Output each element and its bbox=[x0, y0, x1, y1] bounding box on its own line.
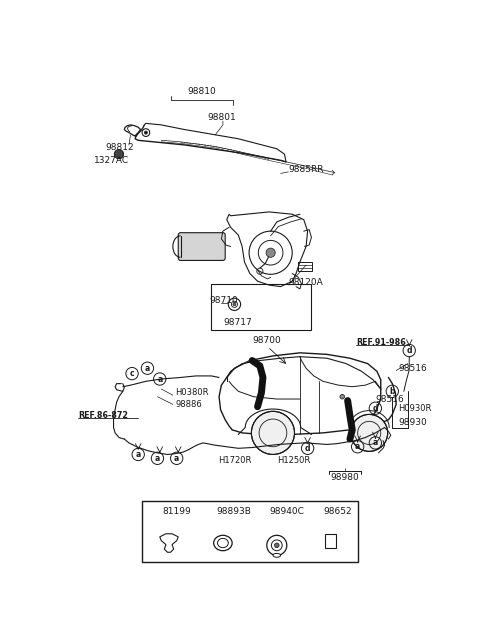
Text: 98120A: 98120A bbox=[288, 278, 323, 287]
Text: 98700: 98700 bbox=[252, 336, 281, 345]
Text: c: c bbox=[130, 369, 134, 378]
Text: 98717: 98717 bbox=[223, 318, 252, 327]
Circle shape bbox=[114, 150, 123, 159]
Bar bbox=[299, 262, 312, 271]
Text: REF.86-872: REF.86-872 bbox=[78, 412, 128, 421]
Text: a: a bbox=[150, 507, 156, 516]
Circle shape bbox=[266, 248, 275, 257]
Text: c: c bbox=[258, 507, 263, 516]
Text: 98652: 98652 bbox=[324, 507, 352, 516]
FancyBboxPatch shape bbox=[178, 233, 225, 260]
Circle shape bbox=[233, 303, 236, 306]
Text: d: d bbox=[312, 507, 317, 516]
Text: 98893B: 98893B bbox=[216, 507, 251, 516]
Circle shape bbox=[142, 129, 150, 136]
Text: 98516: 98516 bbox=[398, 364, 427, 373]
Text: b: b bbox=[390, 387, 395, 396]
Bar bbox=[142, 501, 358, 562]
Text: a: a bbox=[135, 450, 141, 459]
Text: 9885RR: 9885RR bbox=[288, 165, 324, 174]
Ellipse shape bbox=[217, 538, 228, 548]
Circle shape bbox=[144, 131, 147, 134]
Text: H1720R: H1720R bbox=[218, 456, 251, 465]
Bar bbox=[325, 534, 336, 548]
Text: H0930R: H0930R bbox=[398, 404, 432, 413]
Text: 98516: 98516 bbox=[375, 395, 404, 404]
Text: a: a bbox=[145, 364, 150, 373]
Text: 98980: 98980 bbox=[330, 473, 359, 482]
Text: b: b bbox=[204, 507, 209, 516]
Text: d: d bbox=[305, 444, 311, 453]
Text: 98886: 98886 bbox=[175, 400, 202, 409]
Circle shape bbox=[340, 394, 345, 399]
Text: 98930: 98930 bbox=[398, 417, 427, 426]
Text: REF.91-986: REF.91-986 bbox=[356, 338, 406, 347]
Text: d: d bbox=[372, 404, 378, 413]
Text: 98710: 98710 bbox=[209, 296, 238, 305]
Circle shape bbox=[252, 412, 295, 455]
Text: 98812: 98812 bbox=[106, 143, 134, 152]
Text: 98810: 98810 bbox=[188, 87, 216, 96]
Text: 81199: 81199 bbox=[162, 507, 191, 516]
Text: a: a bbox=[157, 374, 162, 383]
Circle shape bbox=[267, 536, 287, 556]
Text: H1250R: H1250R bbox=[277, 456, 311, 465]
Text: d: d bbox=[407, 346, 412, 355]
Text: a: a bbox=[373, 439, 378, 448]
Text: a: a bbox=[355, 442, 360, 451]
Text: 98801: 98801 bbox=[207, 113, 236, 122]
Text: a: a bbox=[155, 454, 160, 463]
Circle shape bbox=[275, 543, 279, 548]
Ellipse shape bbox=[273, 554, 281, 557]
Text: 1327AC: 1327AC bbox=[94, 156, 129, 165]
Text: H0380R: H0380R bbox=[175, 388, 209, 397]
Bar bbox=[211, 284, 312, 330]
Circle shape bbox=[351, 415, 388, 451]
Text: 98940C: 98940C bbox=[270, 507, 305, 516]
Text: a: a bbox=[174, 454, 180, 463]
